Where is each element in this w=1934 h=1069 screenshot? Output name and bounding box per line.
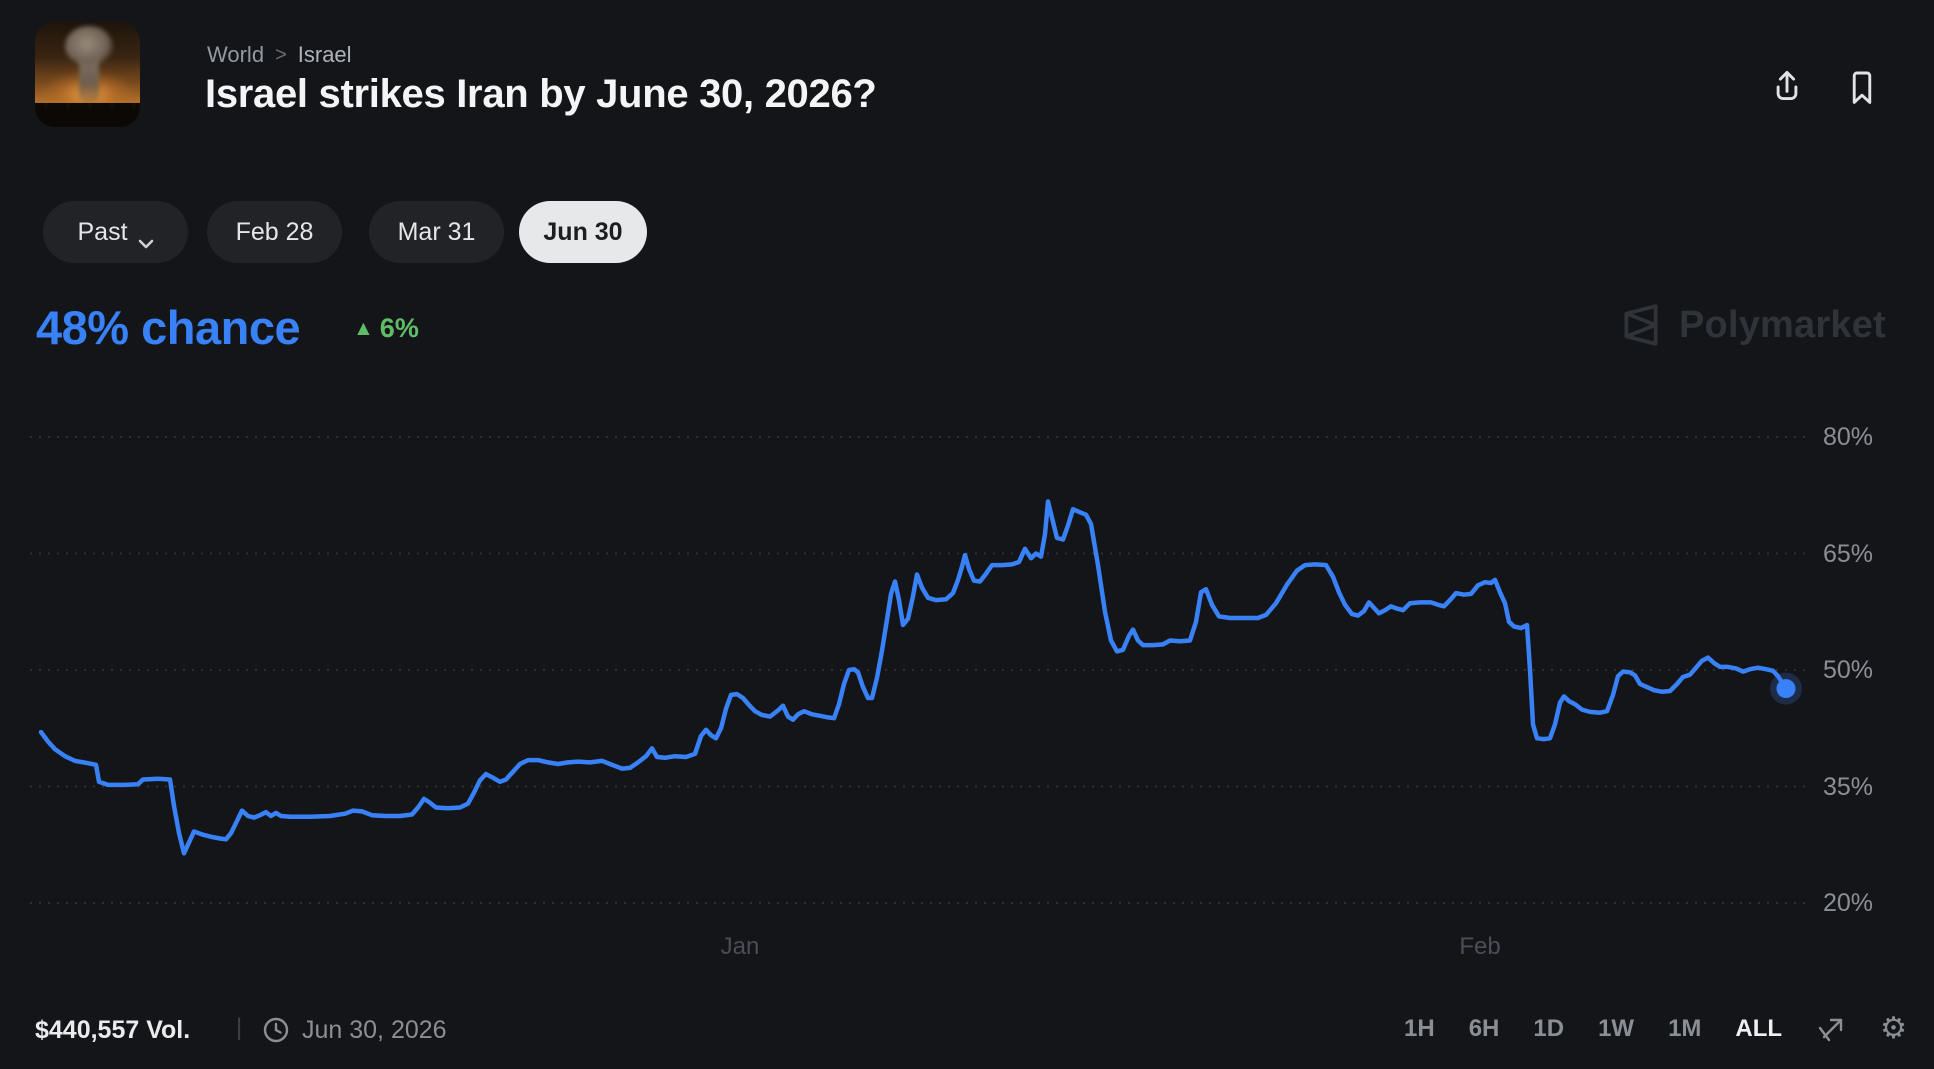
- chance-value: 48% chance: [36, 301, 301, 354]
- bookmark-icon: [1852, 71, 1872, 104]
- tab-jun-30-label: Jun 30: [543, 217, 623, 246]
- y-axis-label: 50%: [1823, 656, 1874, 684]
- time-range-selector: 1H 6H 1D 1W 1M ALL ⚙: [1404, 1014, 1907, 1044]
- polymarket-watermark: Polymarket: [1617, 301, 1886, 349]
- range-1m[interactable]: 1M: [1668, 1015, 1702, 1042]
- range-1d[interactable]: 1D: [1533, 1015, 1565, 1042]
- tab-feb-28[interactable]: Feb 28: [207, 201, 342, 263]
- polymarket-wordmark: Polymarket: [1679, 303, 1886, 346]
- smoke-plume: [65, 26, 113, 66]
- delta-up-icon: ▲: [353, 317, 374, 340]
- clock-icon: [262, 1016, 290, 1044]
- delta-value: 6%: [379, 313, 419, 343]
- y-axis-label: 80%: [1823, 423, 1874, 451]
- tab-past-label: Past: [77, 217, 128, 246]
- city-silhouette: [35, 103, 140, 127]
- tab-mar-31-label: Mar 31: [397, 217, 476, 246]
- breadcrumb-israel[interactable]: Israel: [297, 42, 352, 67]
- diagonal-arrow-icon: [1818, 1018, 1843, 1042]
- bookmark-button[interactable]: [1842, 68, 1882, 108]
- y-axis-label: 65%: [1823, 539, 1874, 568]
- tab-feb-28-label: Feb 28: [235, 217, 314, 246]
- range-all[interactable]: ALL: [1735, 1015, 1783, 1042]
- page-title: Israel strikes Iran by June 30, 2026?: [205, 72, 877, 116]
- breadcrumb: World > Israel: [207, 42, 352, 68]
- volume-label: $440,557 Vol.: [35, 1016, 191, 1044]
- y-axis-label: 20%: [1823, 889, 1874, 917]
- x-axis-label: Jan: [720, 933, 760, 960]
- pan-chart-button[interactable]: [1816, 1014, 1846, 1044]
- market-thumbnail: [35, 22, 140, 127]
- range-1w[interactable]: 1W: [1598, 1015, 1635, 1042]
- current-price-dot: [1776, 679, 1796, 699]
- share-button[interactable]: [1767, 68, 1807, 108]
- end-date-label: Jun 30, 2026: [302, 1016, 447, 1044]
- delta-badge: ▲ 6%: [353, 313, 419, 344]
- tab-past[interactable]: Past: [43, 201, 188, 263]
- polymarket-logo-icon: [1624, 304, 1658, 346]
- x-axis-label: Feb: [1459, 933, 1501, 960]
- range-1h[interactable]: 1H: [1404, 1015, 1435, 1042]
- breadcrumb-world[interactable]: World: [207, 42, 265, 67]
- share-icon: [1776, 71, 1798, 100]
- breadcrumb-separator-icon: >: [275, 43, 287, 66]
- y-axis-label: 35%: [1823, 772, 1874, 801]
- chevron-down-icon: [138, 227, 154, 249]
- tab-jun-30[interactable]: Jun 30: [519, 201, 647, 263]
- footer-divider: |: [236, 1014, 243, 1041]
- range-6h[interactable]: 6H: [1468, 1015, 1500, 1042]
- tab-mar-31[interactable]: Mar 31: [369, 201, 504, 263]
- settings-button[interactable]: ⚙: [1880, 1012, 1907, 1045]
